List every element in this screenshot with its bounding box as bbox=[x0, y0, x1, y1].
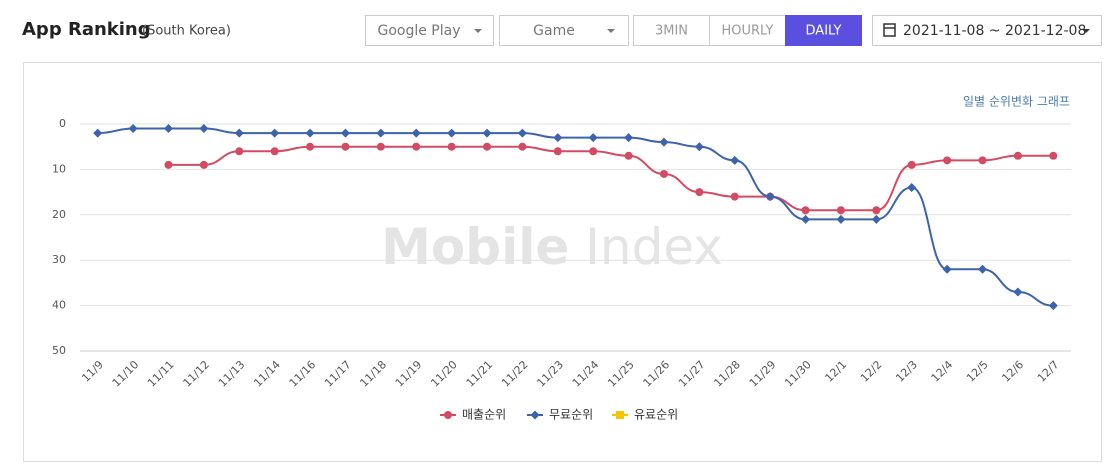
legend-item[interactable]: 매출순위 bbox=[440, 408, 506, 422]
data-point bbox=[836, 214, 846, 224]
data-point bbox=[376, 128, 386, 138]
data-point bbox=[163, 124, 173, 134]
interval-button-bg bbox=[785, 15, 862, 46]
data-point bbox=[978, 264, 988, 274]
data-point bbox=[270, 147, 279, 156]
data-point bbox=[199, 160, 208, 169]
data-point bbox=[376, 142, 385, 151]
data-point bbox=[765, 192, 775, 202]
data-point bbox=[1049, 151, 1058, 160]
data-point bbox=[695, 188, 704, 197]
data-point bbox=[836, 206, 845, 215]
legend-label: 무료순위 bbox=[549, 408, 593, 422]
data-point bbox=[659, 137, 669, 147]
legend-item[interactable]: 유료순위 bbox=[612, 408, 678, 422]
data-point bbox=[1048, 301, 1058, 311]
date-picker[interactable]: 2021-11-08 ~ 2021-12-08 bbox=[872, 15, 1102, 46]
data-point bbox=[305, 128, 315, 138]
data-point bbox=[801, 206, 810, 215]
y-tick-label: 0 bbox=[59, 117, 66, 130]
legend-marker bbox=[444, 411, 452, 419]
interval-button-label: 3MIN bbox=[655, 24, 688, 39]
y-tick-label: 10 bbox=[52, 162, 66, 175]
interval-button[interactable]: DAILY bbox=[785, 15, 862, 46]
data-point bbox=[801, 214, 811, 224]
data-point bbox=[624, 133, 634, 143]
data-point bbox=[447, 142, 456, 151]
data-point bbox=[1013, 287, 1023, 297]
data-point bbox=[943, 156, 952, 165]
data-point bbox=[553, 147, 562, 156]
data-point bbox=[907, 160, 916, 169]
data-point bbox=[517, 128, 527, 138]
legend-marker bbox=[616, 411, 624, 419]
store-dropdown[interactable]: Google Play bbox=[365, 15, 494, 46]
data-point bbox=[412, 142, 421, 151]
legend-label: 유료순위 bbox=[634, 408, 678, 422]
data-point bbox=[199, 124, 209, 134]
data-point bbox=[553, 133, 563, 143]
data-point bbox=[411, 128, 421, 138]
interval-button-label: HOURLY bbox=[721, 24, 773, 39]
data-point bbox=[659, 169, 668, 178]
watermark-light: Index bbox=[585, 218, 723, 276]
data-point bbox=[624, 151, 633, 160]
series bbox=[164, 142, 1058, 215]
data-point bbox=[306, 142, 315, 151]
date-range: 2021-11-08 ~ 2021-12-08 bbox=[903, 23, 1086, 39]
data-point bbox=[483, 142, 492, 151]
data-point bbox=[730, 155, 740, 165]
data-point bbox=[942, 264, 952, 274]
page-title: App Ranking bbox=[22, 19, 151, 40]
data-point bbox=[340, 128, 350, 138]
data-point bbox=[482, 128, 492, 138]
series bbox=[93, 124, 1058, 311]
legend-marker bbox=[530, 410, 540, 420]
chart-annotation: 일별 순위변화 그래프 bbox=[963, 95, 1070, 109]
data-point bbox=[234, 128, 244, 138]
data-point bbox=[730, 192, 739, 201]
series-line bbox=[168, 145, 1054, 212]
legend-item[interactable]: 무료순위 bbox=[527, 408, 593, 422]
data-point bbox=[341, 142, 350, 151]
data-point bbox=[518, 142, 527, 151]
y-tick-label: 50 bbox=[52, 344, 66, 357]
interval-button[interactable]: 3MIN bbox=[633, 15, 710, 46]
data-point bbox=[588, 133, 598, 143]
data-point bbox=[235, 147, 244, 156]
data-point bbox=[907, 183, 917, 193]
y-tick-label: 40 bbox=[52, 299, 66, 312]
data-point bbox=[872, 206, 881, 215]
store-label: Google Play bbox=[377, 23, 460, 39]
data-point bbox=[270, 128, 280, 138]
category-label: Game bbox=[533, 23, 575, 39]
interval-button-label: DAILY bbox=[806, 24, 842, 39]
data-point bbox=[694, 142, 704, 152]
data-point bbox=[164, 160, 173, 169]
data-point bbox=[447, 128, 457, 138]
watermark: Mobile Index bbox=[381, 218, 723, 276]
series-line bbox=[97, 127, 1054, 307]
interval-buttons: 3MIN HOURLY DAILY bbox=[633, 15, 862, 46]
data-point bbox=[128, 124, 138, 134]
watermark-bold: Mobile bbox=[381, 218, 569, 276]
interval-button[interactable]: HOURLY bbox=[709, 15, 786, 46]
interval-button-bg bbox=[633, 15, 710, 46]
data-point bbox=[978, 156, 987, 165]
y-tick-label: 20 bbox=[52, 208, 66, 221]
data-point bbox=[589, 147, 598, 156]
y-tick-label: 30 bbox=[52, 253, 66, 266]
data-point bbox=[93, 128, 103, 138]
legend-label: 매출순위 bbox=[462, 408, 506, 422]
data-point bbox=[1013, 151, 1022, 160]
data-point bbox=[871, 214, 881, 224]
category-dropdown[interactable]: Game bbox=[499, 15, 629, 46]
page-subtitle: (South Korea) bbox=[142, 24, 231, 39]
